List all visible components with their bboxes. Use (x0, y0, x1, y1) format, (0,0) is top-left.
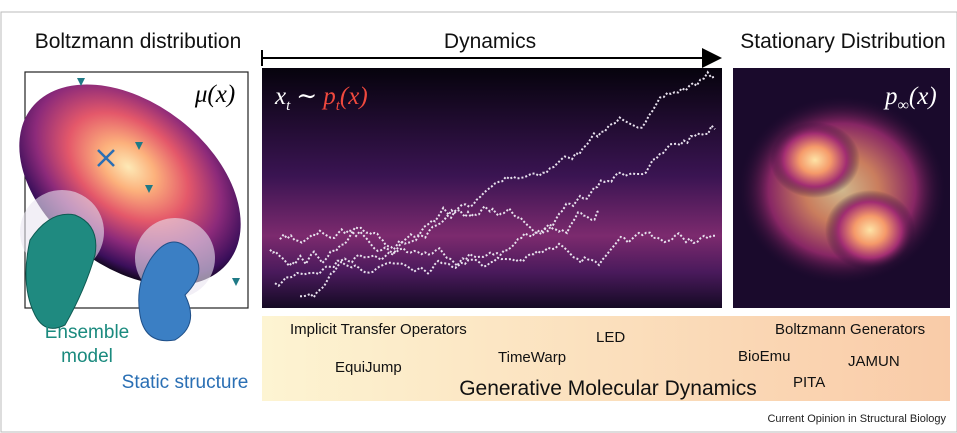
method: EquiJump (335, 359, 402, 376)
symbol: p∞(x) (883, 83, 937, 114)
panel-title: Boltzmann distribution (35, 30, 242, 53)
symbol: μ(x) (194, 81, 235, 108)
symbol-part: (x) (909, 83, 937, 110)
density (825, 190, 915, 270)
method: Boltzmann Generators (775, 321, 925, 338)
method: PITA (793, 374, 825, 391)
figure: Boltzmann distribution μ(x) Ensemble mod… (0, 0, 957, 433)
label: Static structure (122, 372, 249, 393)
ensemble-structure (26, 214, 96, 328)
label: Ensemble (45, 322, 130, 343)
symbol-part: (x) (340, 83, 368, 110)
footer: Current Opinion in Structural Biology (767, 413, 946, 425)
symbol-part: p (321, 83, 336, 110)
method: LED (596, 329, 625, 346)
symbol-part: p (883, 83, 898, 110)
symbol-part: x (274, 83, 286, 110)
panel-title: Dynamics (444, 30, 536, 53)
method: JAMUN (848, 353, 900, 370)
label: model (61, 346, 113, 367)
method: BioEmu (738, 348, 791, 365)
page: Boltzmann distribution μ(x) Ensemble mod… (0, 0, 957, 433)
symbol-part: ∼ (296, 83, 317, 110)
symbol-part: ∞ (898, 97, 909, 114)
panel-title: Stationary Distribution (740, 30, 945, 53)
method: Implicit Transfer Operators (290, 321, 467, 338)
density (770, 122, 860, 198)
method: TimeWarp (498, 349, 566, 366)
caption: Generative Molecular Dynamics (459, 377, 757, 400)
